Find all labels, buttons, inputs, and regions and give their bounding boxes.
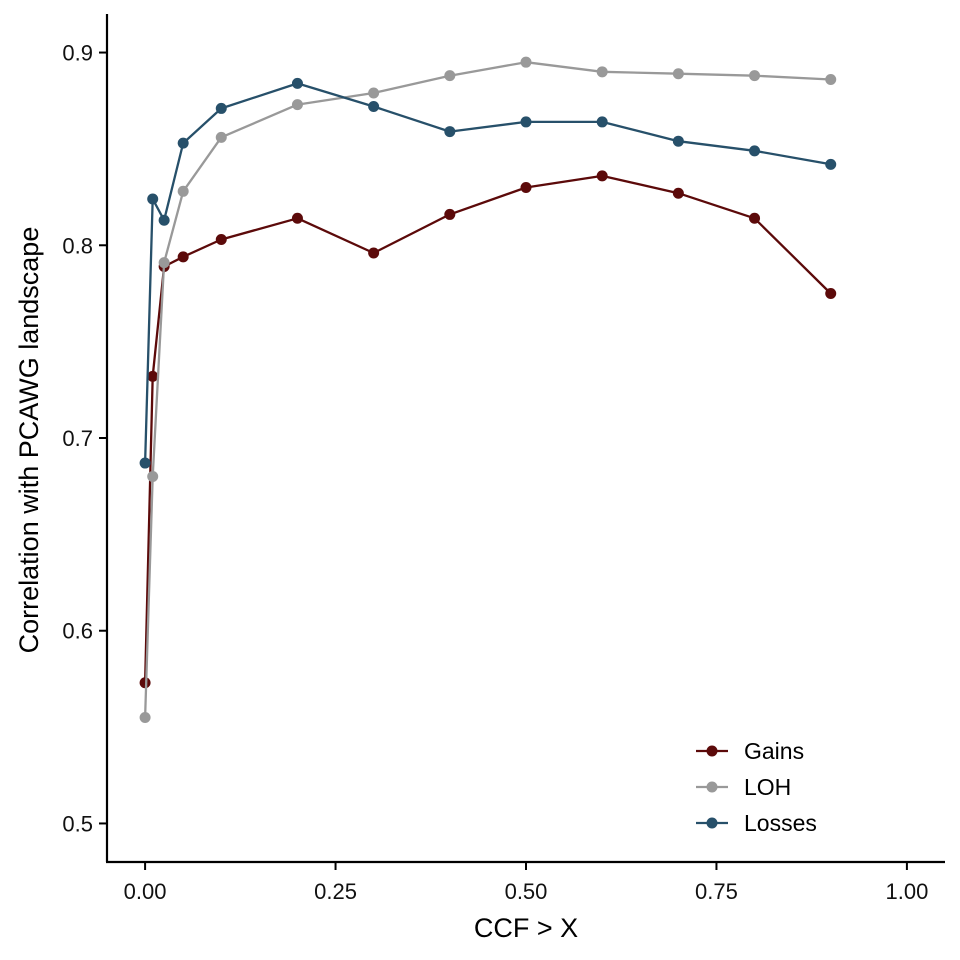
data-point-losses — [520, 116, 532, 128]
y-tick-label: 0.9 — [62, 41, 93, 66]
data-point-loh — [825, 74, 837, 86]
data-point-gains — [368, 247, 380, 259]
data-point-losses — [215, 102, 227, 114]
data-point-gains — [215, 233, 227, 245]
x-tick-label: 0.25 — [314, 879, 357, 904]
legend-label: Losses — [744, 810, 817, 836]
data-point-losses — [672, 135, 684, 147]
data-point-losses — [749, 145, 761, 157]
series-line-loh — [143, 61, 831, 718]
data-point-losses — [177, 137, 189, 149]
x-tick-label: 0.75 — [695, 879, 738, 904]
legend-key-point — [706, 817, 718, 829]
x-tick-label: 0.50 — [505, 879, 548, 904]
data-point-gains — [825, 287, 837, 299]
data-point-losses — [139, 457, 151, 469]
series-line-losses — [143, 82, 831, 464]
data-point-gains — [520, 181, 532, 193]
data-point-loh — [444, 70, 456, 82]
legend-key-point — [706, 781, 718, 793]
data-point-losses — [368, 101, 380, 113]
series-layer — [139, 56, 837, 723]
y-tick-label: 0.7 — [62, 426, 93, 451]
data-point-loh — [520, 56, 532, 68]
x-tick-label: 0.00 — [124, 879, 167, 904]
y-tick-label: 0.8 — [62, 233, 93, 258]
axes-layer — [105, 14, 945, 864]
x-tick-label: 1.00 — [885, 879, 928, 904]
series-losses — [139, 77, 837, 469]
legend-item-losses: Losses — [696, 810, 817, 836]
data-point-loh — [749, 70, 761, 82]
data-point-loh — [672, 68, 684, 80]
data-point-losses — [596, 116, 608, 128]
x-axis-title: CCF > X — [474, 913, 578, 943]
data-point-gains — [177, 251, 189, 263]
series-loh — [139, 56, 837, 723]
legend-key-point — [706, 745, 718, 757]
data-point-loh — [215, 131, 227, 143]
y-tick-label: 0.5 — [62, 811, 93, 836]
data-point-gains — [444, 208, 456, 220]
y-tick-label: 0.6 — [62, 619, 93, 644]
data-point-gains — [672, 187, 684, 199]
data-point-loh — [291, 99, 303, 111]
ticks-layer: 0.5 0.6 0.7 0.8 0.9 0.00 0.25 0.50 0.75 1.00 — [62, 41, 928, 904]
data-point-gains — [749, 212, 761, 224]
legend-label: LOH — [744, 774, 791, 800]
y-axis-title: Correlation with PCAWG landscape — [14, 227, 44, 654]
legend-item-loh: LOH — [696, 774, 791, 800]
data-point-gains — [596, 170, 608, 182]
legend-label: Gains — [744, 738, 804, 764]
data-point-gains — [147, 370, 159, 382]
data-point-loh — [139, 711, 151, 723]
data-point-losses — [158, 214, 170, 226]
legend: Gains LOH Losses — [696, 738, 817, 836]
series-line-gains — [143, 174, 832, 683]
data-point-losses — [444, 126, 456, 138]
data-point-losses — [825, 158, 837, 170]
data-point-loh — [596, 66, 608, 78]
data-point-losses — [147, 193, 159, 205]
data-point-gains — [291, 212, 303, 224]
legend-item-gains: Gains — [696, 738, 804, 764]
data-point-losses — [291, 77, 303, 89]
series-gains — [139, 170, 837, 689]
data-point-loh — [158, 257, 170, 269]
data-point-loh — [368, 87, 380, 99]
data-point-loh — [177, 185, 189, 197]
data-point-loh — [147, 471, 159, 483]
